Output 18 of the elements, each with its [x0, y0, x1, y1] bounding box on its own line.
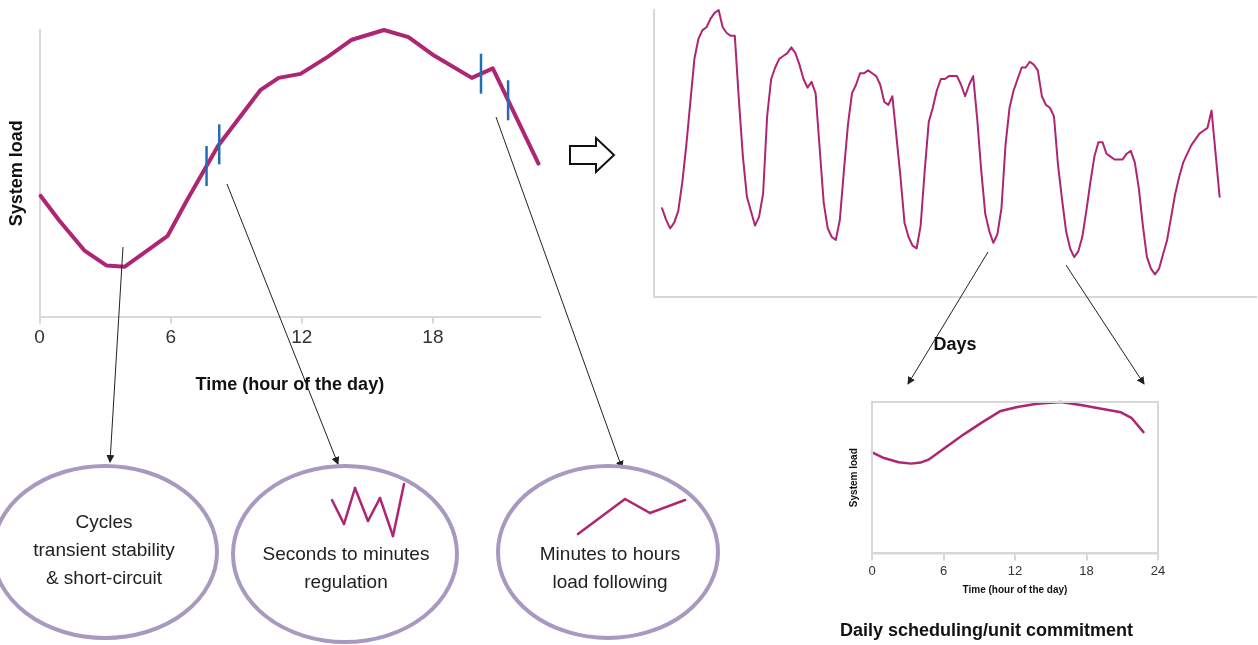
x-tick-label: 6: [939, 562, 948, 578]
text: Daily scheduling/unit commitment: [840, 620, 1134, 641]
x-tick-label: 12: [1007, 562, 1023, 578]
y-axis-title: System load: [5, 120, 26, 227]
text: Cycles transient stability & short-circuit: [32, 510, 176, 590]
x-tick-label: 18: [422, 326, 444, 348]
x-tick-label: 0: [34, 326, 45, 348]
x-axis-title: Days: [933, 334, 977, 355]
text: Minutes to hours load following: [538, 542, 682, 594]
x-axis-title: Time (hour of the day): [962, 583, 1068, 595]
y-axis-title: System load: [847, 448, 859, 508]
x-tick-label: 6: [165, 326, 176, 348]
text: Seconds to minutes regulation: [261, 542, 431, 594]
x-tick-label: 24: [1150, 562, 1166, 578]
x-tick-label: 18: [1079, 562, 1094, 578]
x-axis-title: Time (hour of the day): [195, 374, 385, 395]
x-tick-label: 12: [291, 326, 313, 348]
x-tick-label: 0: [868, 562, 876, 578]
